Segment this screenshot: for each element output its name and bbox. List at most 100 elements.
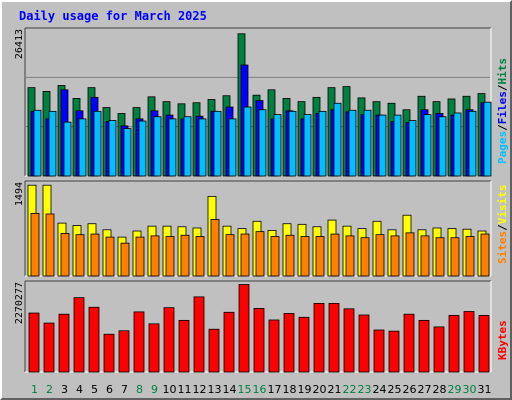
x-tick-label: 30	[463, 383, 477, 396]
x-tick-label: 6	[106, 383, 113, 396]
bar-pages-day-1	[33, 109, 42, 177]
x-tick-label: 12	[193, 383, 207, 396]
bar-kbytes-day-2	[43, 322, 55, 373]
kbytes-panel: 2270277	[14, 280, 492, 373]
x-tick-label: 7	[121, 383, 128, 396]
bar-kbytes-day-21	[328, 303, 340, 373]
bar-kbytes-day-29	[448, 314, 460, 373]
side-legend-part: Hits	[496, 58, 509, 85]
x-tick-label: 16	[253, 383, 267, 396]
bar-kbytes-day-14	[223, 311, 235, 373]
bar-kbytes-day-15	[238, 284, 250, 373]
side-legend-bottom: KBytes	[496, 320, 509, 360]
bar-sites-day-15	[240, 233, 250, 277]
bar-sites-day-11	[180, 234, 190, 277]
x-tick-label: 23	[358, 383, 372, 396]
bar-sites-day-10	[165, 236, 175, 277]
bar-pages-day-27	[423, 114, 432, 177]
bar-pages-day-15	[243, 106, 252, 177]
bar-kbytes-day-22	[343, 308, 355, 373]
bar-pages-day-4	[78, 118, 87, 177]
bar-pages-day-13	[213, 110, 222, 177]
bar-kbytes-day-11	[178, 319, 190, 373]
bar-kbytes-day-20	[313, 303, 325, 373]
series-kbytes	[28, 284, 490, 373]
bar-kbytes-day-7	[118, 330, 130, 373]
bar-kbytes-day-31	[478, 314, 490, 373]
bar-pages-day-3	[63, 121, 72, 177]
side-legend-part: Visits	[496, 185, 509, 225]
bar-kbytes-day-17	[268, 319, 280, 373]
x-tick-label: 24	[373, 383, 387, 396]
x-tick-label: 9	[151, 383, 158, 396]
bar-sites-day-7	[120, 242, 130, 277]
x-tick-label: 17	[268, 383, 282, 396]
x-tick-label: 1	[31, 383, 38, 396]
bar-sites-day-16	[255, 231, 265, 277]
side-legend-part: KBytes	[496, 320, 509, 360]
bar-pages-day-18	[288, 110, 297, 177]
x-tick-label: 20	[313, 383, 327, 396]
bar-pages-day-22	[348, 109, 357, 177]
bar-pages-day-12	[198, 118, 207, 177]
x-tick-label: 3	[61, 383, 68, 396]
bar-sites-day-2	[45, 213, 55, 277]
bar-pages-day-21	[333, 102, 342, 177]
x-tick-label: 21	[328, 383, 342, 396]
bar-pages-day-14	[228, 118, 237, 177]
side-legend-part: /	[496, 224, 509, 231]
bar-kbytes-day-30	[463, 311, 475, 373]
bar-kbytes-day-23	[358, 314, 370, 373]
bar-kbytes-day-18	[283, 313, 295, 373]
bar-kbytes-day-16	[253, 308, 265, 373]
bar-pages-day-31	[483, 101, 492, 177]
x-tick-label: 26	[403, 383, 417, 396]
bar-sites-day-1	[30, 212, 40, 277]
series-sites	[30, 212, 490, 277]
bar-sites-day-30	[465, 236, 475, 277]
bar-kbytes-day-27	[418, 319, 430, 373]
x-tick-label: 28	[433, 383, 447, 396]
bar-pages-day-24	[378, 114, 387, 177]
bar-sites-day-3	[60, 233, 70, 277]
bar-kbytes-day-5	[88, 306, 100, 373]
bar-sites-day-5	[90, 233, 100, 277]
side-legend-part: Files	[496, 91, 509, 124]
bar-pages-day-16	[258, 109, 267, 177]
bar-sites-day-20	[315, 236, 325, 277]
bar-sites-day-28	[435, 237, 445, 277]
bar-kbytes-day-8	[133, 311, 145, 373]
x-tick-label: 14	[223, 383, 237, 396]
side-legend-part: /	[496, 124, 509, 131]
bar-sites-day-27	[420, 235, 430, 277]
side-legend-top: Pages/Files/Hits	[496, 58, 509, 164]
bar-sites-day-19	[300, 236, 310, 277]
bar-sites-day-23	[360, 237, 370, 277]
bar-pages-day-7	[123, 128, 132, 177]
bar-kbytes-day-10	[163, 307, 175, 373]
bar-kbytes-day-26	[403, 313, 415, 373]
bar-kbytes-day-3	[58, 313, 70, 373]
bar-kbytes-day-28	[433, 326, 445, 373]
x-tick-label: 27	[418, 383, 432, 396]
bar-kbytes-day-4	[73, 297, 85, 373]
bar-pages-day-8	[138, 120, 147, 177]
x-tick-label: 13	[208, 383, 222, 396]
x-tick-label: 11	[178, 383, 192, 396]
bar-pages-day-25	[393, 114, 402, 177]
bar-sites-day-25	[390, 235, 400, 277]
max-value-label: 26413	[14, 29, 25, 59]
x-tick-label: 29	[448, 383, 462, 396]
bar-pages-day-29	[453, 112, 462, 177]
series-pages	[33, 101, 492, 177]
bar-kbytes-day-1	[28, 312, 40, 373]
bar-pages-day-20	[318, 110, 327, 177]
x-tick-label: 25	[388, 383, 402, 396]
bar-kbytes-day-9	[148, 323, 160, 373]
bar-sites-day-26	[405, 232, 415, 277]
bar-kbytes-day-24	[373, 329, 385, 373]
bar-sites-day-12	[195, 236, 205, 277]
bar-pages-day-2	[48, 110, 57, 177]
bar-sites-day-13	[210, 219, 220, 277]
bar-sites-day-21	[330, 233, 340, 277]
